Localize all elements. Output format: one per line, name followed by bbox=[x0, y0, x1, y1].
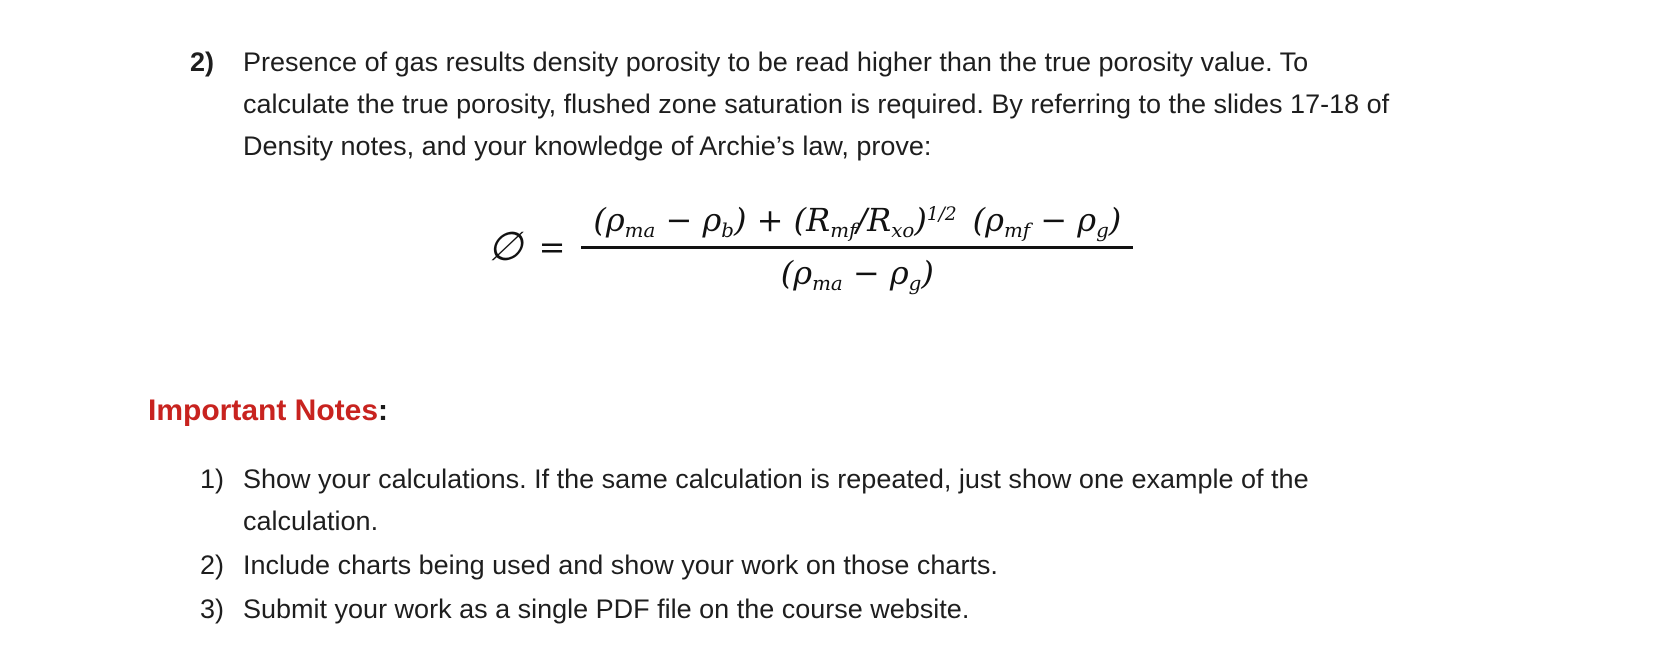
notes-list: 1) Show your calculations. If the same c… bbox=[0, 458, 1657, 630]
note-item-3-clipped: 3) Submit your work as a single PDF file… bbox=[200, 588, 1657, 630]
important-notes-label: Important Notes bbox=[148, 394, 379, 427]
equation-fraction: (ρma − ρb) + (Rmf/Rxo)1/2 (ρmf − ρg) (ρm… bbox=[581, 201, 1134, 295]
note-item-2: 2) Include charts being used and show yo… bbox=[200, 544, 1657, 586]
equals-sign: = bbox=[538, 227, 566, 266]
document-page: { "page": { "background": "#ffffff", "te… bbox=[0, 41, 1657, 653]
porosity-equation: ∅ = (ρma − ρb) + (Rmf/Rxo)1/2 (ρmf − ρg)… bbox=[0, 201, 1621, 295]
question-marker: 2) bbox=[190, 47, 215, 77]
note-marker: 2) bbox=[200, 550, 225, 580]
question-text: Presence of gas results density porosity… bbox=[243, 47, 1390, 161]
note-text: Show your calculations. If the same calc… bbox=[243, 464, 1309, 536]
important-notes-heading: Important Notes: bbox=[148, 392, 1657, 430]
note-item-1: 1) Show your calculations. If the same c… bbox=[200, 458, 1657, 542]
important-notes-colon: : bbox=[378, 394, 389, 427]
equation-numerator: (ρma − ρb) + (Rmf/Rxo)1/2 (ρmf − ρg) bbox=[581, 201, 1134, 249]
note-text: Submit your work as a single PDF file on… bbox=[243, 594, 970, 624]
note-text: Include charts being used and show your … bbox=[243, 550, 998, 580]
note-marker: 1) bbox=[200, 464, 225, 494]
phi-symbol: ∅ bbox=[487, 223, 523, 270]
note-marker: 3) bbox=[200, 594, 225, 624]
question-item-2: 2) Presence of gas results density poros… bbox=[0, 41, 1657, 167]
equation-denominator: (ρma − ρg) bbox=[780, 254, 934, 295]
